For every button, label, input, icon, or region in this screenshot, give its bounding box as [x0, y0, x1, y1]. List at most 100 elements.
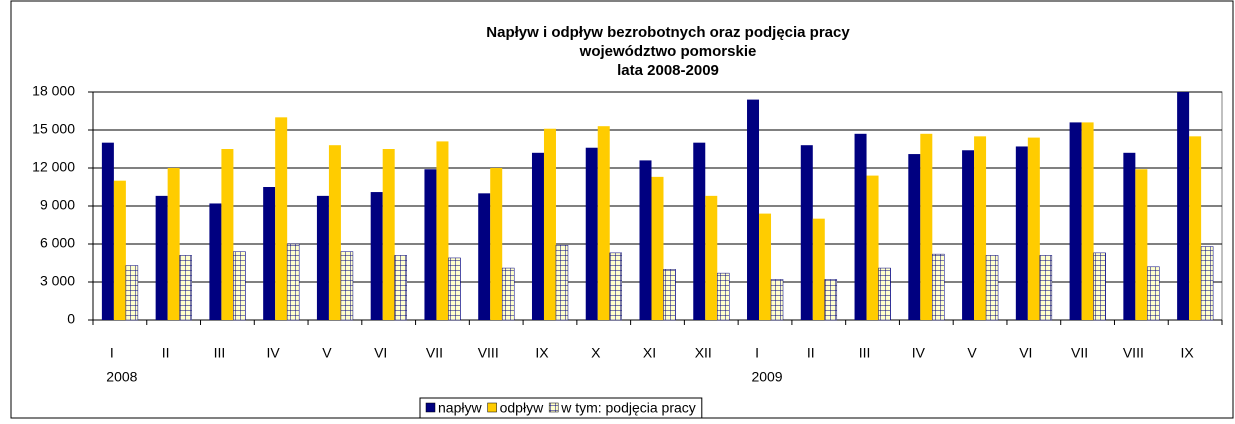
bar	[866, 175, 879, 320]
bar	[167, 168, 180, 320]
bar	[316, 195, 329, 320]
bar	[1027, 137, 1040, 320]
bar	[585, 147, 598, 320]
bar	[1093, 252, 1106, 321]
bar	[824, 279, 838, 321]
bar	[770, 279, 784, 321]
x-tick-label: XI	[643, 345, 656, 361]
y-tick-label: 15 000	[32, 121, 75, 137]
x-tick-label: III	[859, 345, 871, 361]
bar	[609, 252, 622, 321]
bar	[543, 128, 556, 320]
bar	[800, 145, 813, 320]
bar	[531, 152, 544, 320]
bar	[328, 145, 341, 320]
bar	[1015, 146, 1028, 320]
chart-title: lata 2008-2009	[617, 62, 719, 79]
x-tick-label: IV	[267, 345, 281, 361]
bar	[663, 269, 676, 321]
y-tick-label: 9 000	[40, 197, 75, 213]
x-year-label: 2009	[751, 369, 782, 385]
x-tick-label: VI	[1019, 345, 1032, 361]
x-tick-label: IX	[1181, 345, 1195, 361]
y-tick-label: 0	[67, 311, 75, 327]
bar	[179, 255, 192, 321]
x-tick-label: III	[214, 345, 226, 361]
legend-swatch	[425, 402, 436, 413]
legend-label: w tym: podjęcia pracy	[560, 400, 696, 416]
bar	[962, 150, 975, 320]
x-tick-label: IX	[535, 345, 549, 361]
x-tick-label: VIII	[1123, 345, 1144, 361]
legend-swatch	[487, 402, 497, 413]
x-tick-label: VI	[374, 345, 387, 361]
bar	[263, 187, 276, 320]
bar	[747, 99, 760, 320]
bar	[382, 149, 395, 320]
bar	[639, 160, 652, 320]
bar	[233, 251, 246, 321]
chart-title: Napływ i odpływ bezrobotnych oraz podjęc…	[486, 24, 850, 41]
bar	[1177, 92, 1190, 320]
bar	[920, 133, 933, 320]
bar	[209, 203, 222, 320]
x-year-label: 2008	[106, 369, 137, 385]
legend-label: odpływ	[500, 400, 544, 416]
bar	[424, 169, 437, 320]
x-tick-label: II	[162, 345, 170, 361]
bar	[448, 257, 461, 321]
bar	[1147, 266, 1160, 321]
x-tick-label: XII	[695, 345, 712, 361]
bar	[1189, 136, 1202, 320]
bar	[693, 142, 706, 320]
bar	[478, 193, 491, 320]
bar	[221, 149, 234, 320]
bar	[854, 133, 867, 320]
x-tick-label: V	[967, 345, 977, 361]
bar	[275, 117, 288, 320]
x-tick-label: I	[755, 345, 759, 361]
bar	[286, 243, 300, 321]
x-tick-label: VII	[426, 345, 443, 361]
bar	[1039, 255, 1053, 321]
chart-title: województwo pomorskie	[579, 43, 757, 60]
bar	[1069, 122, 1082, 321]
y-tick-label: 12 000	[32, 159, 75, 175]
legend-swatch	[548, 402, 559, 413]
bar	[985, 255, 999, 321]
bar	[759, 213, 772, 320]
y-tick-label: 3 000	[40, 273, 75, 289]
x-tick-label: X	[591, 345, 601, 361]
bar	[394, 255, 407, 321]
bar	[113, 180, 126, 320]
y-tick-label: 18 000	[32, 83, 75, 99]
x-tick-label: II	[807, 345, 815, 361]
bar	[125, 265, 139, 321]
legend-label: napływ	[438, 400, 482, 416]
x-tick-label: VII	[1071, 345, 1088, 361]
bar	[908, 154, 921, 320]
bar	[1081, 122, 1094, 321]
y-tick-label: 6 000	[40, 235, 75, 251]
bar	[1135, 169, 1148, 320]
bar	[705, 195, 718, 320]
bar	[490, 168, 503, 320]
x-tick-label: I	[110, 345, 114, 361]
x-tick-label: V	[322, 345, 332, 361]
bar	[370, 192, 383, 320]
bar	[155, 195, 168, 320]
bar	[555, 245, 569, 321]
bar	[717, 272, 730, 321]
bar	[340, 251, 354, 321]
bar	[1200, 246, 1214, 321]
x-tick-label: VIII	[478, 345, 499, 361]
bar	[812, 218, 825, 320]
bar	[436, 141, 449, 320]
bar	[974, 136, 987, 320]
bar	[878, 267, 891, 321]
bar	[932, 253, 945, 321]
bar	[501, 267, 515, 321]
x-tick-label: IV	[912, 345, 926, 361]
bar	[101, 142, 114, 320]
